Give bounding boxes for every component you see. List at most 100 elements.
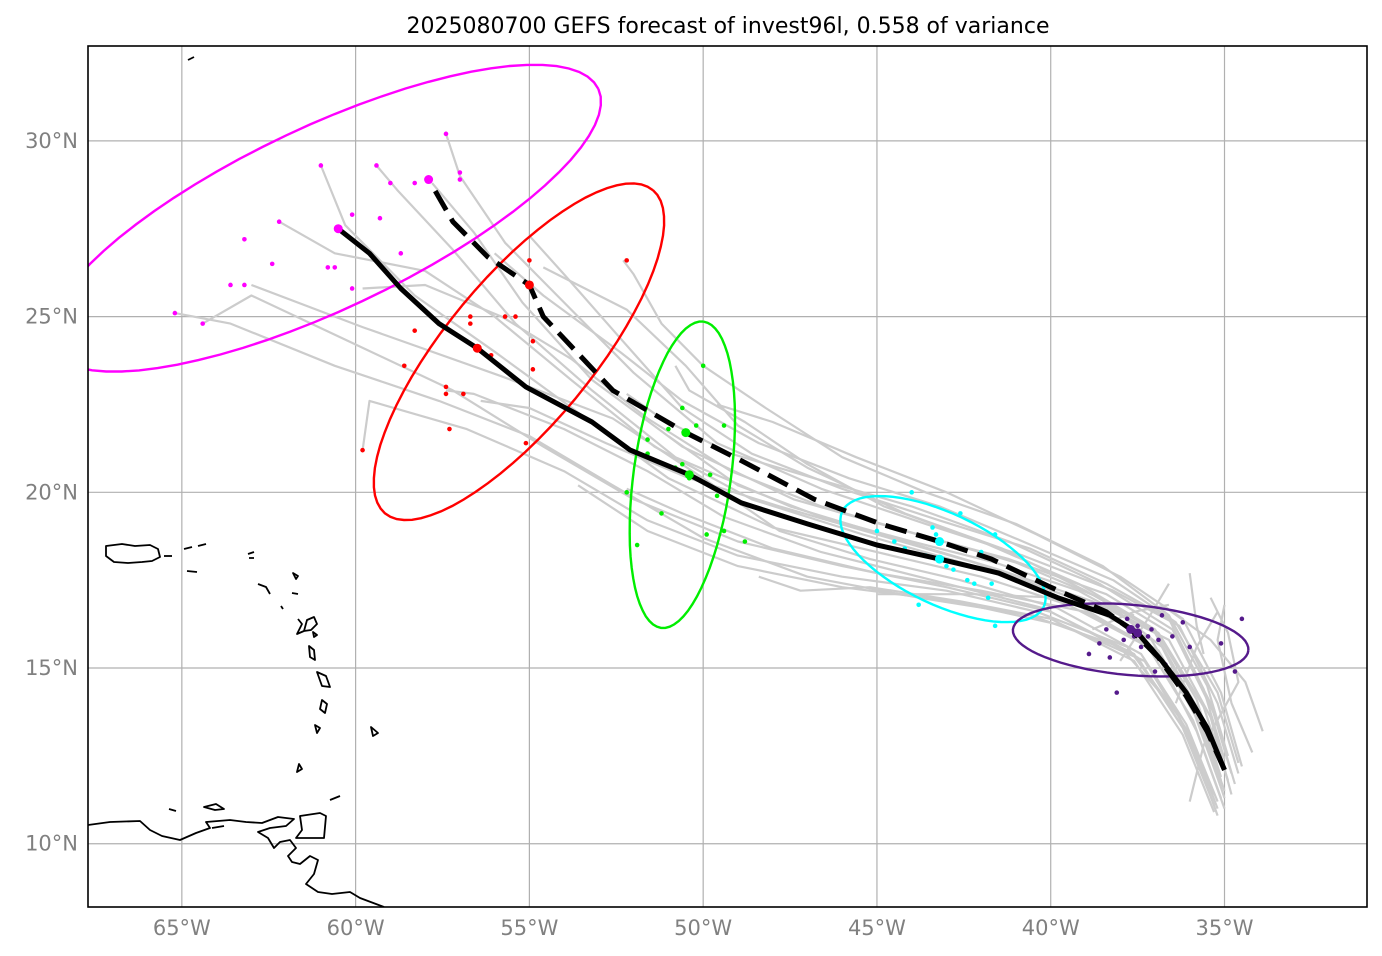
member-position-point [349,286,355,291]
member-position-point [693,423,699,428]
coastline-dominica [308,645,316,661]
y-tick-label: 20°N [25,480,78,504]
mean-tracks [333,175,1227,771]
ensemble-member-track [674,365,1223,778]
member-position-point [502,314,508,319]
member-position-point [1156,637,1161,643]
ensemble-member-track [480,399,1223,788]
ensemble-member-track [375,164,1233,795]
plot-frame [87,45,1368,908]
ensemble-member-track [493,252,1240,764]
member-position-point [360,447,365,453]
uncertainty-ellipse [628,320,737,630]
member-position-point [1104,627,1109,632]
mean-position-point [935,554,945,564]
member-position-point [707,472,713,478]
y-tick-label: 30°N [25,129,78,153]
forecast-groups [88,63,1250,695]
member-position-point [680,405,685,411]
coastline-montserrat [280,605,284,610]
member-position-point [1121,637,1127,643]
ensemble-tracks [174,133,1264,816]
coastline-st-croix [186,570,198,573]
chart-title: 2025080700 GEFS forecast of invest96l, 0… [407,14,1050,39]
mean-position-point [424,175,434,185]
member-position-point [700,363,706,369]
member-position-point [412,180,418,186]
member-position-point [172,310,178,316]
mean-position-point [935,537,945,547]
coastline-virgin-islands-2 [197,543,207,547]
member-position-point [714,493,720,499]
member-position-point [1187,644,1193,650]
y-tick-label: 15°N [25,656,78,680]
coastline-tobago [329,795,341,801]
coastline-st-lucia [319,699,328,714]
gridlines [88,46,1367,907]
coastline-barbados [370,726,379,737]
member-position-point [1145,634,1151,639]
member-position-point [269,261,275,267]
member-position-point [892,539,897,544]
member-position-point [874,528,880,534]
member-position-point [325,265,331,270]
x-tick-label: 50°W [674,916,732,940]
member-position-point [468,314,473,319]
member-position-point [1159,613,1165,618]
uncertainty-ellipse [372,182,666,522]
member-position-point [659,511,664,516]
x-tick-label: 45°W [848,916,906,940]
member-position-point [634,542,640,548]
member-position-point [200,321,205,326]
member-position-point [933,532,939,537]
member-position-point [1170,634,1175,639]
member-position-point [645,437,650,442]
coastline-antigua [291,572,299,595]
coastline-anguilla [247,551,255,559]
member-position-point [388,180,393,186]
member-position-point [530,338,536,344]
y-tick-label: 10°N [25,832,78,856]
coastline-virgin-islands-1 [183,546,193,550]
ensemble-member-track [1188,572,1205,655]
ensemble-member-track [1216,604,1254,753]
ensemble-member-track [528,235,1226,760]
coastline-bermuda [187,56,195,61]
member-position-point [1097,641,1102,646]
coastline-bonaire [168,803,225,812]
member-position-point [1218,641,1224,646]
member-position-point [721,528,727,534]
mean-position-point [684,470,694,480]
member-position-point [1239,616,1245,622]
coastline-trinidad [295,812,327,839]
member-position-point [624,258,630,263]
member-position-point [513,314,518,319]
member-position-point [909,490,915,495]
member-position-point [1138,644,1144,650]
member-position-point [401,363,407,369]
member-position-point [985,595,991,601]
coastline-marie-galante [312,631,318,638]
member-position-point [398,251,404,256]
member-position-point [721,423,727,428]
coastlines [88,56,385,907]
member-position-point [1149,627,1154,632]
member-position-point [468,321,473,326]
ensemble-member-track [444,133,1240,774]
member-position-point [461,391,466,397]
member-position-point [374,163,379,168]
member-position-point [530,367,536,372]
member-position-point [457,170,463,175]
member-position-point [965,577,970,583]
uncertainty-ellipse [1011,602,1250,678]
ensemble-member-track [1119,583,1170,662]
member-position-point [971,581,977,586]
member-position-point [412,328,418,333]
member-position-point [242,236,247,242]
uncertainty-ellipse [88,63,603,373]
x-tick-label: 35°W [1196,916,1254,940]
member-position-point [916,602,921,608]
member-position-point [958,511,963,516]
member-position-point [447,426,452,432]
